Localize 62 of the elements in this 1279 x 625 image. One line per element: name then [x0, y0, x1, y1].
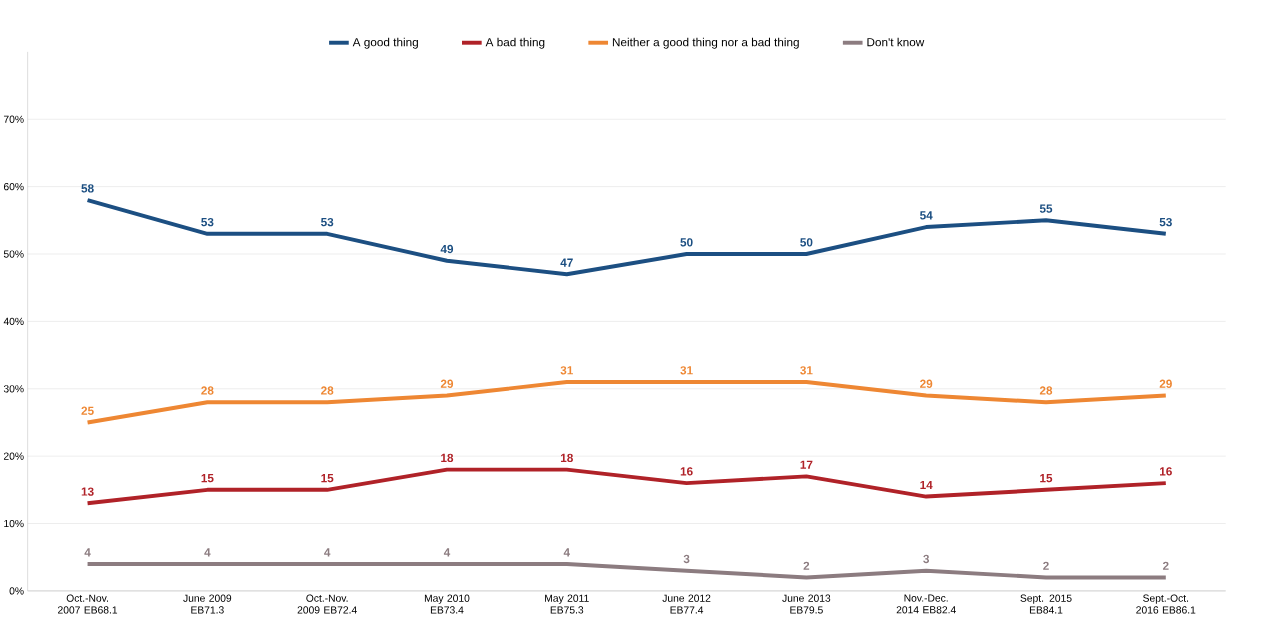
- data-label: 31: [800, 366, 813, 375]
- data-label: 15: [201, 474, 214, 483]
- data-label: 3: [683, 554, 690, 564]
- data-label: 14: [920, 481, 933, 490]
- x-tick-label: Oct.-Nov. 2007 EB68.1: [58, 594, 118, 614]
- data-label: 2: [1043, 561, 1049, 571]
- data-label: 53: [1159, 218, 1172, 227]
- data-label: 17: [800, 460, 813, 469]
- data-label: 18: [441, 453, 454, 463]
- data-label: 31: [680, 366, 693, 375]
- x-tick-label: May 2011 EB75.3: [545, 594, 589, 614]
- x-tick-label: May 2010 EB73.4: [424, 594, 470, 614]
- data-label: 50: [800, 238, 813, 247]
- data-label: 53: [201, 218, 214, 227]
- y-tick-label: 50%: [3, 250, 24, 258]
- data-label: 13: [81, 487, 94, 496]
- y-tick-label: 30%: [3, 385, 24, 393]
- data-label: 54: [920, 211, 933, 220]
- data-label: 2: [1162, 561, 1169, 571]
- x-tick-label: June 2009 EB71.3: [183, 594, 232, 614]
- data-label: 47: [560, 258, 573, 267]
- data-label: 16: [680, 467, 693, 476]
- y-tick-label: 20%: [3, 452, 24, 460]
- data-label: 58: [81, 184, 94, 193]
- legend-label: A good thing: [352, 37, 418, 49]
- data-label: 18: [560, 453, 573, 463]
- x-tick-label: Sept.-Oct. 2016 EB86.1: [1136, 594, 1196, 614]
- y-tick-label: 60%: [3, 183, 24, 191]
- x-tick-label: Oct.-Nov. 2009 EB72.4: [297, 594, 357, 614]
- data-label: 16: [1159, 467, 1172, 476]
- data-label: 4: [324, 548, 331, 557]
- data-label: 49: [440, 245, 454, 254]
- x-tick-label: June 2012 EB77.4: [662, 594, 711, 614]
- y-tick-label: 40%: [3, 317, 24, 326]
- data-label: 2: [803, 561, 810, 571]
- legend-label: Neither a good thing nor a bad thing: [612, 37, 799, 49]
- data-label: 50: [680, 238, 693, 247]
- data-label: 29: [1159, 379, 1172, 389]
- data-label: 31: [560, 366, 573, 375]
- legend-label: A bad thing: [485, 37, 545, 49]
- data-label: 25: [81, 406, 94, 416]
- data-label: 15: [1040, 474, 1053, 483]
- data-label: 3: [923, 554, 930, 564]
- y-tick-label: 10%: [4, 520, 24, 528]
- legend-label: Don't know: [867, 37, 925, 47]
- data-label: 29: [440, 379, 454, 389]
- data-label: 15: [321, 474, 334, 483]
- data-label: 4: [84, 548, 91, 557]
- x-tick-label: June 2013 EB79.5: [782, 594, 831, 614]
- data-label: 4: [204, 548, 211, 557]
- data-label: 55: [1039, 204, 1053, 213]
- data-label: 4: [443, 548, 451, 557]
- y-tick-label: 70%: [3, 115, 24, 124]
- y-tick-label: 0%: [9, 587, 24, 595]
- data-label: 29: [920, 379, 933, 389]
- x-tick-label: Sept. 2015 EB84.1: [1020, 594, 1072, 614]
- data-label: 28: [1039, 386, 1053, 395]
- data-label: 53: [321, 218, 334, 227]
- data-label: 28: [201, 386, 214, 395]
- data-label: 28: [321, 386, 334, 395]
- x-tick-label: Nov.-Dec. 2014 EB82.4: [896, 594, 956, 614]
- data-label: 4: [563, 548, 570, 557]
